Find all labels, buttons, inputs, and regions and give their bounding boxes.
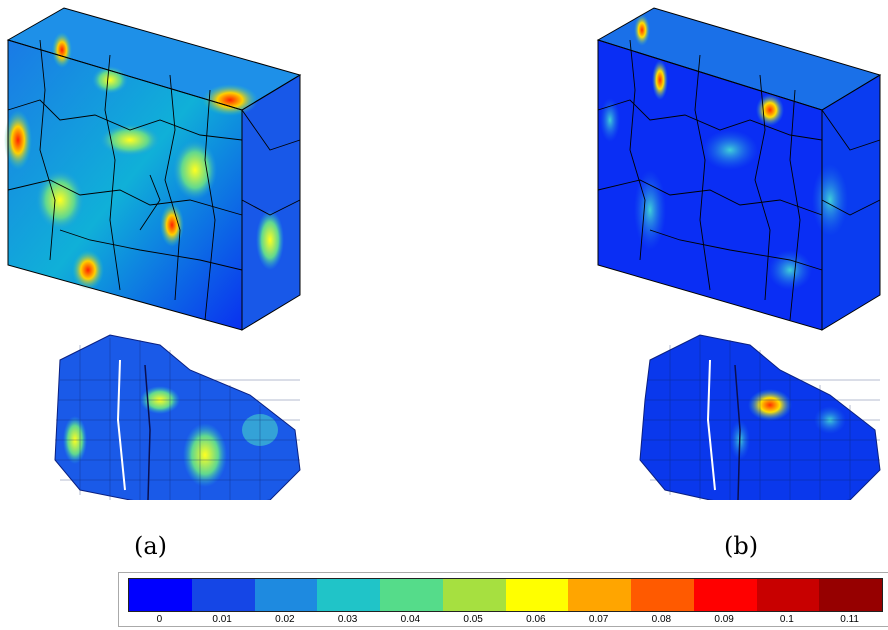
colorbar-tick-label: 0.1 xyxy=(779,614,794,625)
panel-a-label: (a) xyxy=(134,532,168,560)
colorbar-tick-label: 0.04 xyxy=(400,614,421,625)
panel-a xyxy=(0,0,310,511)
panel-a-block-image xyxy=(4,7,302,511)
colorbar-swatch xyxy=(254,579,318,611)
colorbar-swatch xyxy=(191,579,255,611)
colorbar-swatch xyxy=(756,579,820,611)
colorbar-swatch xyxy=(317,579,380,611)
colorbar-tick-label: 0.01 xyxy=(212,614,232,625)
panel-b-block-image xyxy=(596,7,882,511)
colorbar-tick-label: 0.03 xyxy=(337,614,358,625)
colorbar-tick-label: 0.09 xyxy=(714,614,734,625)
colorbar-tick-label: 0.07 xyxy=(588,614,609,625)
colorbar-tick-label: 0.05 xyxy=(463,614,483,625)
colorbar-swatch xyxy=(442,579,506,611)
colorbar-swatch xyxy=(568,579,631,611)
panel-b xyxy=(590,0,888,511)
colorbar-swatches xyxy=(128,578,883,612)
colorbar-legend: 0 0.01 0.02 0.03 0.04 0.05 0.06 0.07 0.08 0.09 0.1… xyxy=(118,572,888,628)
colorbar-swatch xyxy=(505,579,569,611)
colorbar-frame xyxy=(118,572,888,627)
panel-b-label: (b) xyxy=(724,532,759,560)
colorbar-tick-label: 0 xyxy=(156,614,163,625)
colorbar-tick-label: 0.06 xyxy=(526,614,546,625)
colorbar-swatch xyxy=(631,579,694,611)
colorbar-tick-label: 0.02 xyxy=(275,614,295,625)
colorbar-tick-label: 0.11 xyxy=(840,614,859,625)
colorbar-swatch xyxy=(693,579,757,611)
colorbar-swatch xyxy=(380,579,443,611)
colorbar-swatch xyxy=(129,579,192,611)
colorbar-swatch xyxy=(819,579,882,611)
colorbar-tick-label: 0.08 xyxy=(651,614,672,625)
